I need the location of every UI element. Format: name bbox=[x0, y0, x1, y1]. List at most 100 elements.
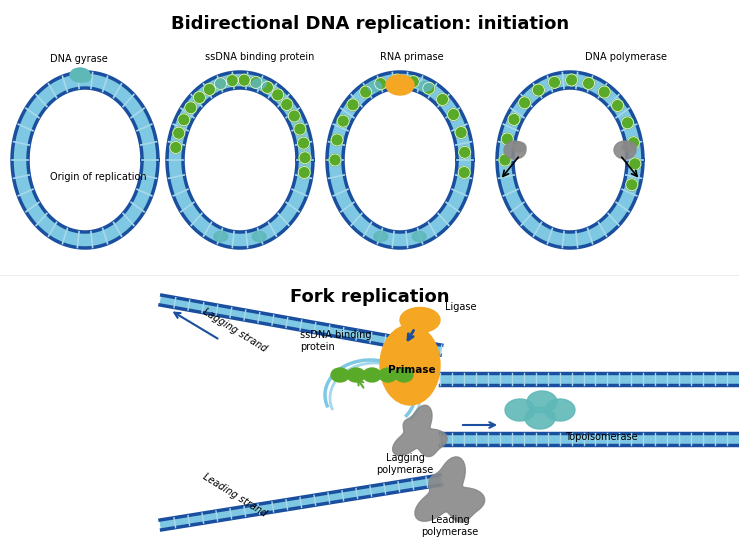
Circle shape bbox=[599, 86, 610, 98]
Ellipse shape bbox=[214, 231, 228, 242]
Text: ssDNA binding
protein: ssDNA binding protein bbox=[300, 330, 372, 352]
Circle shape bbox=[329, 154, 341, 166]
Ellipse shape bbox=[512, 142, 526, 152]
Circle shape bbox=[194, 92, 205, 104]
Ellipse shape bbox=[252, 231, 266, 242]
Text: Primase: Primase bbox=[388, 365, 436, 375]
Ellipse shape bbox=[331, 368, 349, 382]
Circle shape bbox=[337, 115, 350, 127]
Ellipse shape bbox=[395, 368, 413, 382]
Circle shape bbox=[459, 146, 471, 158]
Ellipse shape bbox=[527, 391, 557, 413]
Circle shape bbox=[448, 109, 460, 121]
Circle shape bbox=[226, 75, 238, 87]
Circle shape bbox=[250, 77, 262, 88]
Circle shape bbox=[294, 123, 306, 135]
Ellipse shape bbox=[214, 78, 228, 89]
Circle shape bbox=[499, 154, 511, 166]
Ellipse shape bbox=[386, 75, 414, 95]
Ellipse shape bbox=[28, 88, 142, 232]
Ellipse shape bbox=[374, 231, 388, 242]
Polygon shape bbox=[440, 433, 739, 445]
Text: DNA polymerase: DNA polymerase bbox=[585, 52, 667, 62]
Text: ssDNA binding protein: ssDNA binding protein bbox=[205, 52, 314, 62]
Circle shape bbox=[185, 102, 197, 114]
Ellipse shape bbox=[513, 88, 627, 232]
Circle shape bbox=[391, 74, 403, 86]
Circle shape bbox=[532, 84, 545, 96]
Circle shape bbox=[565, 74, 578, 86]
Circle shape bbox=[347, 99, 359, 111]
Ellipse shape bbox=[379, 368, 397, 382]
Ellipse shape bbox=[363, 368, 381, 382]
Circle shape bbox=[214, 78, 226, 90]
Ellipse shape bbox=[380, 325, 440, 405]
Ellipse shape bbox=[504, 141, 526, 159]
Circle shape bbox=[458, 167, 470, 179]
Ellipse shape bbox=[327, 72, 473, 248]
Text: Bidirectional DNA replication: initiation: Bidirectional DNA replication: initiatio… bbox=[171, 15, 569, 33]
Text: Leading strand: Leading strand bbox=[201, 471, 269, 518]
Circle shape bbox=[437, 94, 449, 105]
Ellipse shape bbox=[183, 88, 297, 232]
Circle shape bbox=[299, 167, 310, 179]
Circle shape bbox=[299, 152, 311, 164]
Text: DNA gyrase: DNA gyrase bbox=[50, 54, 108, 64]
Circle shape bbox=[178, 114, 190, 126]
Circle shape bbox=[262, 82, 273, 93]
Circle shape bbox=[627, 137, 639, 149]
Text: Topoisomerase: Topoisomerase bbox=[565, 432, 638, 442]
Circle shape bbox=[508, 113, 520, 125]
Text: RNA primase: RNA primase bbox=[380, 52, 443, 62]
Ellipse shape bbox=[347, 368, 365, 382]
Circle shape bbox=[629, 158, 641, 170]
Circle shape bbox=[612, 100, 624, 112]
Circle shape bbox=[548, 76, 560, 88]
Circle shape bbox=[288, 110, 300, 122]
Ellipse shape bbox=[167, 72, 313, 248]
Circle shape bbox=[626, 179, 638, 191]
Text: Ligase: Ligase bbox=[445, 302, 477, 312]
Ellipse shape bbox=[70, 68, 90, 82]
Ellipse shape bbox=[400, 307, 440, 333]
Circle shape bbox=[272, 89, 284, 101]
Circle shape bbox=[170, 141, 182, 153]
Text: Lagging strand: Lagging strand bbox=[201, 306, 269, 353]
Ellipse shape bbox=[622, 142, 636, 152]
Circle shape bbox=[423, 82, 435, 94]
Circle shape bbox=[331, 134, 343, 146]
Ellipse shape bbox=[614, 141, 636, 159]
Polygon shape bbox=[392, 405, 447, 456]
Text: Origin of replication: Origin of replication bbox=[50, 172, 146, 182]
Ellipse shape bbox=[545, 399, 575, 421]
Polygon shape bbox=[440, 373, 739, 385]
Ellipse shape bbox=[412, 231, 426, 242]
Circle shape bbox=[455, 127, 467, 139]
Ellipse shape bbox=[368, 81, 381, 92]
Ellipse shape bbox=[12, 72, 158, 248]
Ellipse shape bbox=[525, 407, 555, 429]
Circle shape bbox=[582, 77, 595, 89]
Ellipse shape bbox=[418, 81, 432, 92]
Circle shape bbox=[281, 99, 293, 111]
Polygon shape bbox=[415, 457, 485, 522]
Polygon shape bbox=[160, 475, 442, 530]
Text: Lagging
polymerase: Lagging polymerase bbox=[376, 453, 434, 475]
Ellipse shape bbox=[505, 399, 535, 421]
Ellipse shape bbox=[343, 88, 457, 232]
Ellipse shape bbox=[79, 72, 91, 82]
Polygon shape bbox=[160, 295, 442, 355]
Circle shape bbox=[360, 86, 372, 98]
Circle shape bbox=[203, 83, 216, 95]
Ellipse shape bbox=[497, 72, 643, 248]
Circle shape bbox=[407, 76, 419, 88]
Circle shape bbox=[298, 137, 310, 149]
Circle shape bbox=[238, 74, 251, 86]
Text: Fork replication: Fork replication bbox=[290, 288, 450, 306]
Circle shape bbox=[173, 127, 185, 139]
Text: Leading
polymerase: Leading polymerase bbox=[421, 516, 479, 537]
Circle shape bbox=[375, 78, 386, 90]
Ellipse shape bbox=[252, 78, 266, 89]
Circle shape bbox=[621, 117, 633, 129]
Circle shape bbox=[519, 97, 531, 109]
